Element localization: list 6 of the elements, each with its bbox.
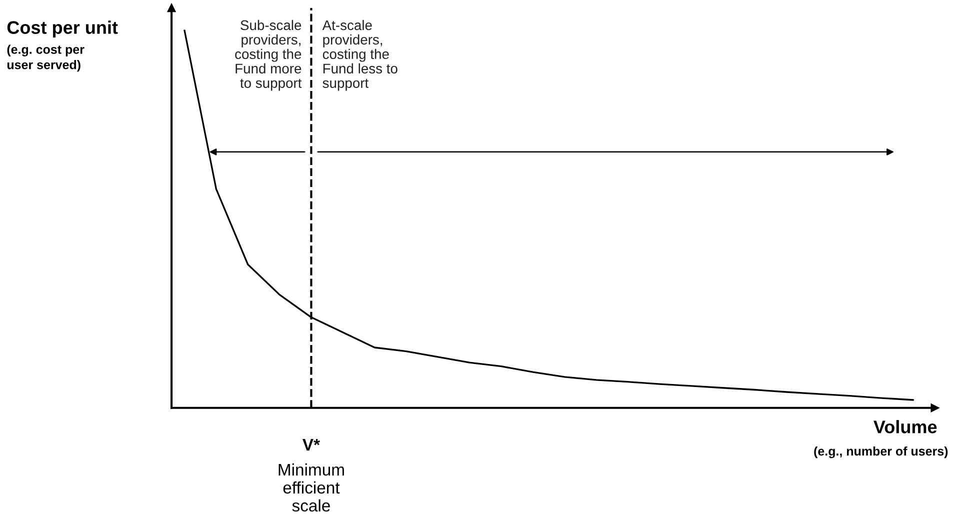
text: Minimum efficient scale	[278, 463, 344, 512]
x-axis-title: Volume (e.g., number of users)	[814, 420, 948, 458]
annotation: At-scale providers, costing the Fund less to support	[322, 20, 398, 91]
y-axis-title: Cost per unit (e.g. cost per user served)	[7, 20, 118, 72]
text: V*	[302, 439, 320, 450]
annotation: Sub-scale providers, costing the Fund more to support	[235, 20, 302, 91]
